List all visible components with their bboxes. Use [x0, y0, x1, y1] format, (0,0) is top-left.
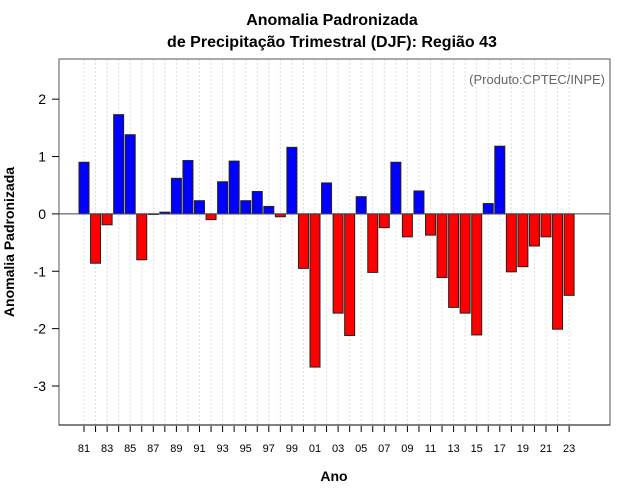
chart-title-line-1: Anomalia Padronizada — [246, 12, 418, 29]
x-tick-label: 95 — [240, 443, 252, 455]
bar-10 — [413, 190, 425, 215]
bar-15 — [471, 213, 483, 336]
x-tick-label: 17 — [494, 443, 506, 455]
x-tick-label: 11 — [425, 443, 436, 455]
x-tick-label: 13 — [447, 443, 459, 455]
bar-02 — [321, 182, 333, 215]
bar-19 — [517, 213, 529, 268]
x-tick-label: 03 — [332, 443, 344, 455]
grid-lines — [83, 59, 570, 425]
x-tick-label: 01 — [309, 443, 321, 455]
bar-16 — [482, 203, 494, 215]
x-tick-label: 93 — [216, 443, 228, 455]
x-tick-label: 23 — [563, 443, 575, 455]
bar-00 — [297, 213, 309, 269]
x-tick-label: 99 — [286, 443, 298, 455]
bar-83 — [101, 213, 113, 226]
x-tick-label: 85 — [124, 443, 136, 455]
x-tick-label: 83 — [101, 443, 113, 455]
bar-81 — [78, 161, 90, 215]
bar-96 — [251, 191, 263, 215]
bar-08 — [390, 161, 402, 215]
bar-17 — [494, 145, 506, 215]
bar-91 — [194, 200, 205, 215]
bar-03 — [332, 213, 344, 314]
bar-84 — [113, 114, 125, 215]
x-tick-label: 09 — [401, 443, 413, 455]
x-axis-label: Ano — [320, 468, 347, 484]
bar-11 — [425, 213, 436, 236]
bar-89 — [170, 177, 182, 215]
bar-95 — [240, 200, 252, 215]
bar-12 — [436, 213, 448, 279]
bar-20 — [528, 213, 540, 247]
bar-22 — [552, 213, 564, 330]
x-tick-label: 15 — [471, 443, 483, 455]
bars — [78, 114, 575, 368]
bar-05 — [355, 196, 367, 215]
y-tick-label: -1 — [34, 263, 47, 279]
y-axis-label: Anomalia Padronizada — [1, 167, 17, 317]
bar-07 — [378, 213, 390, 229]
bar-93 — [217, 181, 229, 215]
x-tick-label: 07 — [378, 443, 390, 455]
bar-09 — [401, 213, 413, 238]
x-tick-label: 21 — [540, 443, 552, 455]
bar-13 — [448, 213, 460, 308]
x-tick-label: 89 — [170, 443, 182, 455]
x-axis: 81 83 85 87 89 91 93 95 97 99 01 03 05 07 09 11 13 15 17 19… — [59, 424, 610, 455]
bar-18 — [505, 213, 517, 273]
x-tick-label: 97 — [263, 443, 275, 455]
x-tick-label: 91 — [193, 443, 205, 455]
bar-82 — [90, 213, 102, 264]
x-tick-label: 05 — [355, 443, 367, 455]
y-tick-label: 1 — [38, 149, 46, 165]
y-axis: 2 1 0 -1 -2 -3 — [34, 91, 59, 394]
chart-title-line-2: de Precipitação Trimestral (DJF): Região… — [167, 34, 497, 51]
bar-85 — [124, 134, 136, 215]
y-tick-label: -2 — [34, 321, 47, 337]
credit-text: (Produto:CPTEC/INPE) — [469, 72, 605, 87]
bar-92 — [205, 213, 217, 221]
bar-94 — [228, 160, 240, 215]
bar-21 — [540, 213, 552, 238]
x-tick-label: 19 — [517, 443, 529, 455]
bar-86 — [136, 213, 148, 261]
y-tick-label: 2 — [38, 91, 46, 107]
bar-97 — [263, 205, 275, 215]
bar-06 — [367, 213, 379, 273]
bar-01 — [309, 213, 321, 368]
bar-23 — [563, 213, 575, 296]
y-tick-label: 0 — [38, 206, 46, 222]
bar-90 — [182, 160, 194, 215]
bar-04 — [344, 213, 356, 337]
y-tick-label: -3 — [34, 378, 47, 394]
x-tick-label: 81 — [78, 443, 90, 455]
bar-14 — [459, 213, 471, 314]
bar-99 — [286, 146, 298, 215]
x-tick-label: 87 — [147, 443, 159, 455]
